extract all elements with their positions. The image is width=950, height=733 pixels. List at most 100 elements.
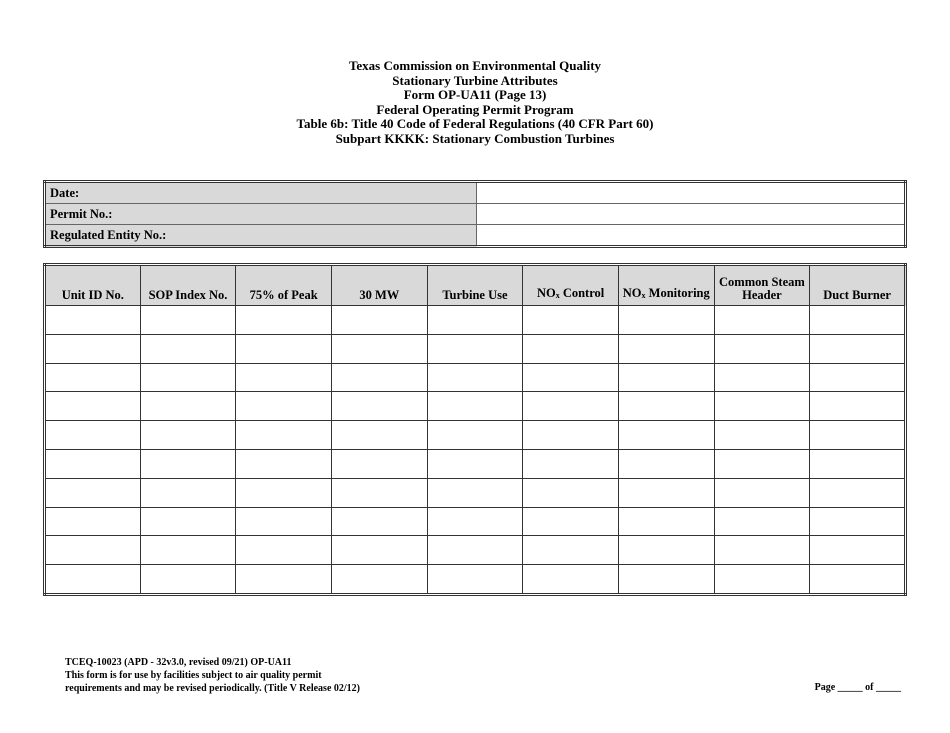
table-cell[interactable] (713, 535, 811, 566)
table-cell[interactable] (330, 391, 428, 422)
table-cell[interactable] (330, 506, 428, 537)
table-cell[interactable] (139, 448, 237, 479)
table-cell[interactable] (809, 333, 906, 364)
permit-field[interactable] (476, 203, 906, 225)
table-cell[interactable] (330, 362, 428, 393)
table-cell[interactable] (139, 420, 237, 450)
column-header: NOx Monitoring (617, 264, 715, 306)
table-cell[interactable] (713, 391, 811, 422)
table-cell[interactable] (44, 477, 141, 508)
table-cell[interactable] (139, 362, 237, 393)
table-cell[interactable] (139, 564, 237, 595)
footer: TCEQ-10023 (APD - 32v3.0, revised 09/21)… (65, 656, 360, 695)
table-cell[interactable] (426, 420, 524, 450)
table-cell[interactable] (426, 564, 524, 595)
table-cell[interactable] (44, 305, 141, 335)
table-cell[interactable] (617, 391, 715, 422)
table-row (44, 477, 906, 508)
table-cell[interactable] (426, 305, 524, 335)
turbine-table: Unit ID No. SOP Index No. 75% of Peak 30 MW… (43, 263, 907, 596)
table-cell[interactable] (522, 305, 619, 335)
table-cell[interactable] (235, 305, 332, 335)
table-cell[interactable] (235, 333, 332, 364)
table-cell[interactable] (809, 564, 906, 595)
table-cell[interactable] (330, 477, 428, 508)
table-cell[interactable] (713, 477, 811, 508)
table-cell[interactable] (44, 362, 141, 393)
table-cell[interactable] (139, 391, 237, 422)
table-cell[interactable] (235, 362, 332, 393)
table-cell[interactable] (139, 477, 237, 508)
table-cell[interactable] (617, 535, 715, 566)
table-cell[interactable] (44, 420, 141, 450)
table-cell[interactable] (426, 535, 524, 566)
table-cell[interactable] (235, 420, 332, 450)
table-cell[interactable] (617, 333, 715, 364)
table-cell[interactable] (44, 391, 141, 422)
table-cell[interactable] (713, 305, 811, 335)
table-cell[interactable] (235, 391, 332, 422)
table-cell[interactable] (617, 448, 715, 479)
table-cell[interactable] (713, 333, 811, 364)
table-cell[interactable] (522, 391, 619, 422)
entity-field[interactable] (476, 224, 906, 247)
table-cell[interactable] (522, 506, 619, 537)
table-cell[interactable] (44, 333, 141, 364)
table-cell[interactable] (330, 564, 428, 595)
table-cell[interactable] (235, 535, 332, 566)
table-cell[interactable] (713, 420, 811, 450)
table-cell[interactable] (809, 506, 906, 537)
table-cell[interactable] (426, 448, 524, 479)
table-cell[interactable] (139, 535, 237, 566)
table-cell[interactable] (617, 506, 715, 537)
table-cell[interactable] (330, 333, 428, 364)
table-cell[interactable] (139, 506, 237, 537)
table-cell[interactable] (713, 506, 811, 537)
table-cell[interactable] (617, 420, 715, 450)
table-cell[interactable] (809, 362, 906, 393)
table-cell[interactable] (809, 305, 906, 335)
table-cell[interactable] (522, 535, 619, 566)
table-cell[interactable] (617, 362, 715, 393)
table-cell[interactable] (809, 391, 906, 422)
table-cell[interactable] (426, 362, 524, 393)
table-cell[interactable] (426, 477, 524, 508)
table-cell[interactable] (522, 477, 619, 508)
table-cell[interactable] (713, 362, 811, 393)
date-field[interactable] (476, 181, 906, 204)
table-cell[interactable] (235, 477, 332, 508)
table-cell[interactable] (330, 305, 428, 335)
table-cell[interactable] (809, 477, 906, 508)
table-cell[interactable] (522, 564, 619, 595)
table-cell[interactable] (617, 477, 715, 508)
table-cell[interactable] (44, 535, 141, 566)
table-cell[interactable] (235, 506, 332, 537)
table-cell[interactable] (139, 305, 237, 335)
table-cell[interactable] (44, 506, 141, 537)
table-cell[interactable] (809, 448, 906, 479)
table-cell[interactable] (235, 448, 332, 479)
table-cell[interactable] (617, 305, 715, 335)
column-header: 30 MW (330, 264, 428, 306)
table-cell[interactable] (139, 333, 237, 364)
table-cell[interactable] (809, 420, 906, 450)
table-cell[interactable] (713, 564, 811, 595)
table-cell[interactable] (44, 448, 141, 479)
table-cell[interactable] (426, 506, 524, 537)
table-cell[interactable] (235, 564, 332, 595)
table-cell[interactable] (330, 448, 428, 479)
table-cell[interactable] (522, 448, 619, 479)
table-cell[interactable] (809, 535, 906, 566)
table-cell[interactable] (522, 420, 619, 450)
table-cell[interactable] (44, 564, 141, 595)
footer-line: This form is for use by facilities subje… (65, 670, 322, 681)
table-cell[interactable] (330, 535, 428, 566)
table-cell[interactable] (713, 448, 811, 479)
table-cell[interactable] (330, 420, 428, 450)
table-cell[interactable] (522, 333, 619, 364)
table-cell[interactable] (617, 564, 715, 595)
table-cell[interactable] (522, 362, 619, 393)
table-cell[interactable] (426, 391, 524, 422)
table-cell[interactable] (426, 333, 524, 364)
permit-label: Permit No.: (44, 203, 477, 225)
